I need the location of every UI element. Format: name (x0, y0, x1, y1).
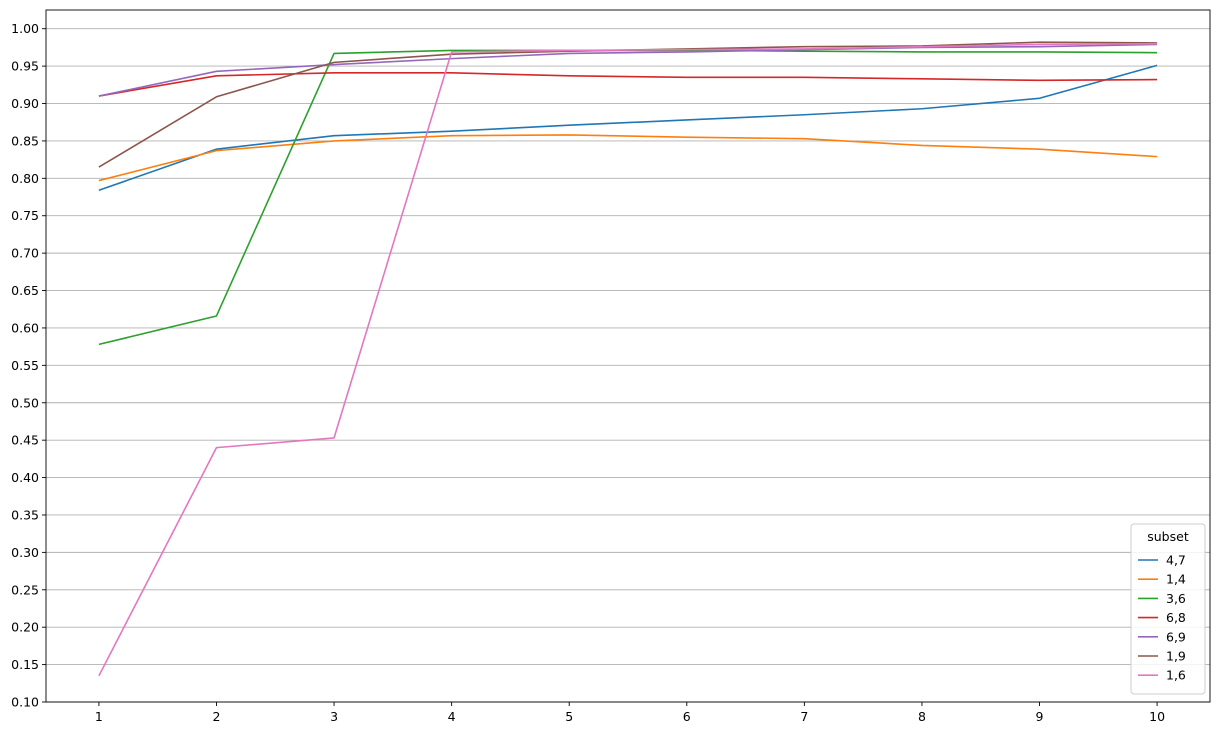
x-tick-label: 1 (95, 709, 103, 724)
legend: subset 4,7 1,4 3,6 6,8 6,9 1,9 1,6 (1130, 523, 1206, 695)
x-tick-label: 10 (1149, 709, 1165, 724)
y-axis: 0.10 0.15 0.20 0.25 0.30 0.35 0.40 0.45 0.50 0.55… (11, 21, 46, 710)
series-line-3-6 (98, 49, 1158, 346)
legend-box (1130, 523, 1206, 695)
series-line-6-8 (98, 72, 1158, 97)
y-tick-label: 0.40 (11, 470, 39, 485)
x-tick-label: 4 (448, 709, 456, 724)
y-tick-label: 0.25 (11, 582, 39, 597)
legend-label: 6,8 (1166, 610, 1186, 625)
y-tick-label: 0.20 (11, 620, 39, 635)
legend-label: 3,6 (1166, 591, 1186, 606)
y-tick-label: 0.35 (11, 507, 39, 522)
y-tick-label: 0.65 (11, 283, 39, 298)
y-tick-label: 0.90 (11, 96, 39, 111)
legend-label: 1,4 (1166, 572, 1186, 587)
y-tick-label: 0.45 (11, 433, 39, 448)
legend-title: subset (1147, 529, 1189, 544)
x-tick-label: 9 (1036, 709, 1044, 724)
y-tick-label: 0.60 (11, 320, 39, 335)
y-tick-label: 0.50 (11, 395, 39, 410)
grid-lines (46, 28, 1210, 703)
y-tick-label: 0.70 (11, 246, 39, 261)
legend-label: 4,7 (1166, 553, 1186, 568)
x-axis: 1 2 3 4 5 6 7 8 9 10 (95, 702, 1165, 724)
series-line-1-6 (98, 42, 1158, 677)
y-tick-label: 0.30 (11, 545, 39, 560)
y-tick-label: 0.85 (11, 133, 39, 148)
x-tick-label: 6 (683, 709, 691, 724)
x-tick-label: 3 (330, 709, 338, 724)
series-line-4-7 (98, 64, 1158, 192)
y-tick-label: 0.15 (11, 657, 39, 672)
x-tick-label: 7 (800, 709, 808, 724)
plot-frame (45, 9, 1211, 703)
legend-label: 1,9 (1166, 649, 1186, 664)
legend-items: 4,7 1,4 3,6 6,8 6,9 1,9 1,6 (1138, 553, 1186, 683)
y-tick-label: 0.55 (11, 358, 39, 373)
legend-label: 1,6 (1166, 668, 1186, 683)
series-line-1-4 (98, 134, 1158, 182)
y-tick-label: 0.80 (11, 171, 39, 186)
y-tick-label: 0.10 (11, 695, 39, 710)
legend-label: 6,9 (1166, 629, 1186, 644)
y-tick-label: 0.75 (11, 208, 39, 223)
series-line-6-9 (98, 43, 1158, 97)
x-tick-label: 5 (565, 709, 573, 724)
series-lines (98, 41, 1158, 677)
y-tick-label: 0.95 (11, 59, 39, 74)
x-tick-label: 2 (213, 709, 221, 724)
x-tick-label: 8 (918, 709, 926, 724)
y-tick-label: 1.00 (11, 21, 39, 36)
